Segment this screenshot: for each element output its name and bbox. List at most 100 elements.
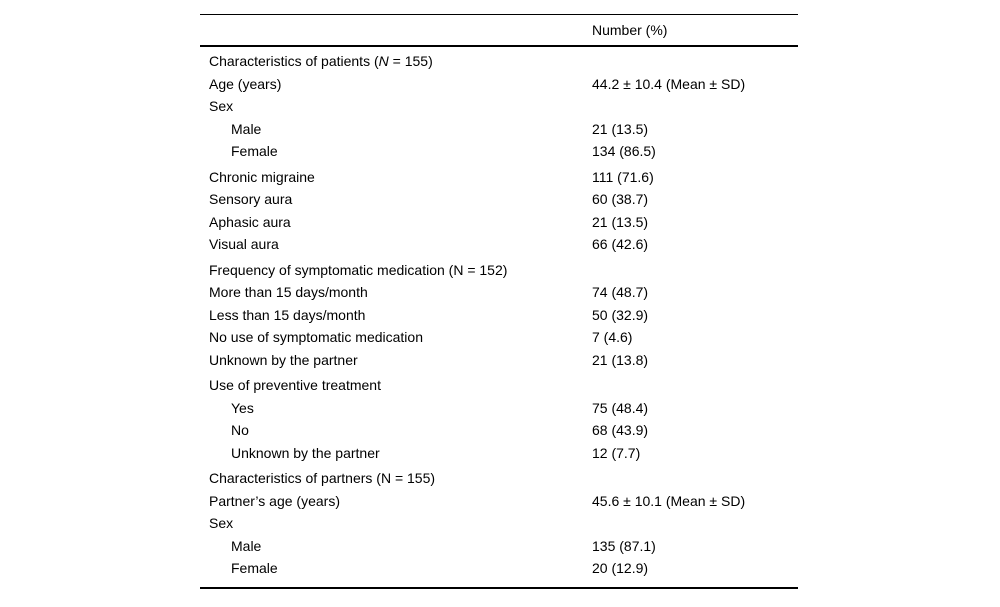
row-value: 134 (86.5) bbox=[592, 143, 798, 159]
row-value: 21 (13.5) bbox=[592, 121, 798, 137]
row-value-text: 21 (13.8) bbox=[592, 351, 649, 368]
row-label-text: Unknown by the partner bbox=[209, 351, 358, 368]
row-label-text: Sensory aura bbox=[209, 191, 293, 208]
row-label-text: No use of symptomatic medication bbox=[209, 329, 423, 346]
row-label-text: Male bbox=[231, 120, 262, 137]
table-row: Sensory aura 60 (38.7) bbox=[200, 188, 798, 211]
row-label-text: Aphasic aura bbox=[209, 213, 291, 230]
row-value: 74 (48.7) bbox=[592, 284, 798, 300]
row-value: 21 (13.5) bbox=[592, 214, 798, 230]
row-label: Use of preventive treatment bbox=[200, 377, 592, 393]
italic-n: N bbox=[378, 53, 389, 70]
table-row: More than 15 days/month 74 (48.7) bbox=[200, 281, 798, 304]
table-row: Partner’s age (years) 45.6 ± 10.1 (Mean ±… bbox=[200, 490, 798, 513]
row-label: More than 15 days/month bbox=[200, 284, 592, 300]
row-label: Chronic migraine bbox=[200, 169, 592, 185]
row-value: 50 (32.9) bbox=[592, 307, 798, 323]
row-label: Characteristics of patients (N = 155) bbox=[200, 53, 592, 69]
row-value: 60 (38.7) bbox=[592, 191, 798, 207]
table-row: Chronic migraine 111 (71.6) bbox=[200, 166, 798, 189]
row-value-text: 134 (86.5) bbox=[592, 143, 656, 160]
table-row: Sex bbox=[200, 95, 798, 118]
table-row: Male 21 (13.5) bbox=[200, 118, 798, 141]
row-value: 21 (13.8) bbox=[592, 352, 798, 368]
row-label-text: No bbox=[231, 422, 249, 439]
row-value-text: 68 (43.9) bbox=[592, 422, 649, 439]
row-value-text: 12 (7.7) bbox=[592, 444, 641, 461]
row-label-text: Sex bbox=[209, 515, 234, 532]
row-label: Characteristics of partners (N = 155) bbox=[200, 470, 592, 486]
table-row: Unknown by the partner 12 (7.7) bbox=[200, 442, 798, 465]
table-row: Aphasic aura 21 (13.5) bbox=[200, 211, 798, 234]
table-row: Less than 15 days/month 50 (32.9) bbox=[200, 304, 798, 327]
table-row: Yes 75 (48.4) bbox=[200, 397, 798, 420]
row-label-text: Yes bbox=[231, 399, 254, 416]
table-row: No 68 (43.9) bbox=[200, 419, 798, 442]
row-label-text: Chronic migraine bbox=[209, 168, 315, 185]
row-value-text: 75 (48.4) bbox=[592, 399, 649, 416]
row-label: Visual aura bbox=[200, 236, 592, 252]
row-value: 111 (71.6) bbox=[592, 169, 798, 185]
table-row: Male 135 (87.1) bbox=[200, 535, 798, 558]
table-body: Characteristics of patients (N = 155) Age… bbox=[200, 47, 798, 587]
row-label-text: Partner’s age (years) bbox=[209, 492, 340, 509]
row-value-text: 66 (42.6) bbox=[592, 236, 649, 253]
table-row: Age (years) 44.2 ± 10.4 (Mean ± SD) bbox=[200, 73, 798, 96]
table-row: Unknown by the partner 21 (13.8) bbox=[200, 349, 798, 372]
row-value: 44.2 ± 10.4 (Mean ± SD) bbox=[592, 76, 798, 92]
table-row: Sex bbox=[200, 512, 798, 535]
table-row: Visual aura 66 (42.6) bbox=[200, 233, 798, 256]
row-value-text: 135 (87.1) bbox=[592, 537, 656, 554]
row-label-text: Less than 15 days/month bbox=[209, 306, 366, 323]
row-value-text: 21 (13.5) bbox=[592, 120, 649, 137]
row-label: Age (years) bbox=[200, 76, 592, 92]
table-row: Frequency of symptomatic medication (N =… bbox=[200, 259, 798, 282]
row-label-text: Female bbox=[231, 560, 278, 577]
row-value-text: 74 (48.7) bbox=[592, 284, 649, 301]
row-label-text: Female bbox=[231, 143, 278, 160]
row-label-text: Unknown by the partner bbox=[231, 444, 380, 461]
row-label: Female bbox=[200, 143, 592, 159]
row-value-text: 20 (12.9) bbox=[592, 560, 649, 577]
row-label-text: Frequency of symptomatic medication (N =… bbox=[209, 261, 508, 278]
table-header-row: Number (%) bbox=[200, 15, 798, 47]
row-label-text: Visual aura bbox=[209, 236, 279, 253]
row-label: Aphasic aura bbox=[200, 214, 592, 230]
table-row: Characteristics of partners (N = 155) bbox=[200, 467, 798, 490]
row-label: Less than 15 days/month bbox=[200, 307, 592, 323]
header-value-cell: Number (%) bbox=[592, 22, 798, 38]
row-value-text: 21 (13.5) bbox=[592, 213, 649, 230]
row-label-text: = 155) bbox=[388, 53, 433, 70]
row-label: No bbox=[200, 422, 592, 438]
row-value: 68 (43.9) bbox=[592, 422, 798, 438]
patient-characteristics-table: Number (%) Characteristics of patients (… bbox=[200, 14, 798, 589]
table-row: Use of preventive treatment bbox=[200, 374, 798, 397]
row-value-text: 7 (4.6) bbox=[592, 329, 633, 346]
row-label-text: Male bbox=[231, 537, 262, 554]
row-value-text: 50 (32.9) bbox=[592, 306, 649, 323]
row-value: 75 (48.4) bbox=[592, 400, 798, 416]
row-value-text: 44.2 ± 10.4 (Mean ± SD) bbox=[592, 75, 746, 92]
row-label: No use of symptomatic medication bbox=[200, 329, 592, 345]
row-label: Sex bbox=[200, 98, 592, 114]
row-value-text: 111 (71.6) bbox=[592, 168, 654, 185]
row-label-text: More than 15 days/month bbox=[209, 284, 368, 301]
row-label: Female bbox=[200, 560, 592, 576]
row-value-text: 60 (38.7) bbox=[592, 191, 649, 208]
row-label-text: Sex bbox=[209, 98, 234, 115]
row-label: Partner’s age (years) bbox=[200, 493, 592, 509]
row-value: 12 (7.7) bbox=[592, 445, 798, 461]
row-label: Male bbox=[200, 538, 592, 554]
row-value: 7 (4.6) bbox=[592, 329, 798, 345]
row-label: Unknown by the partner bbox=[200, 352, 592, 368]
table-row: Characteristics of patients (N = 155) bbox=[200, 50, 798, 73]
table-row: No use of symptomatic medication 7 (4.6) bbox=[200, 326, 798, 349]
header-value-label: Number (%) bbox=[592, 22, 668, 38]
row-value: 45.6 ± 10.1 (Mean ± SD) bbox=[592, 493, 798, 509]
row-value-text: 45.6 ± 10.1 (Mean ± SD) bbox=[592, 492, 746, 509]
row-label-text: Characteristics of patients ( bbox=[209, 53, 379, 70]
row-label-text: Characteristics of partners (N = 155) bbox=[209, 470, 436, 487]
row-label: Sex bbox=[200, 515, 592, 531]
row-value: 66 (42.6) bbox=[592, 236, 798, 252]
row-label: Male bbox=[200, 121, 592, 137]
